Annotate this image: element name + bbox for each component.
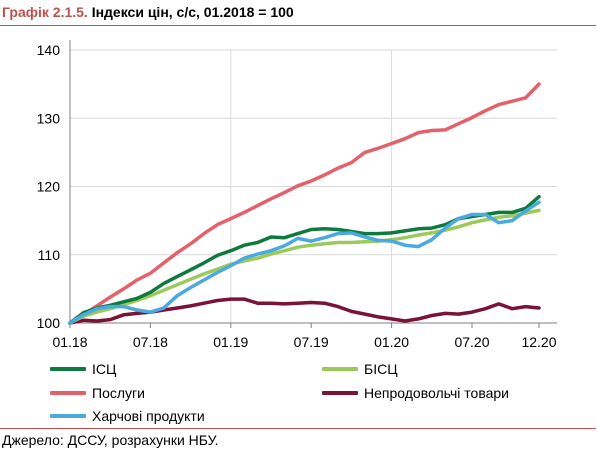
bottom-rule (0, 428, 596, 429)
series-line (68, 200, 541, 325)
legend-label: Харчові продукти (92, 408, 205, 424)
x-tick-label: 07.19 (294, 334, 329, 350)
legend-label: Послуги (92, 385, 145, 401)
legend-item: ІСЦ (50, 360, 116, 378)
legend-label: Непродовольчі товари (364, 385, 509, 401)
legend-item: БІСЦ (322, 360, 398, 378)
x-tick-label: 12.20 (521, 334, 556, 350)
legend-swatch (50, 391, 86, 395)
y-tick-label: 140 (37, 42, 61, 58)
x-tick-label: 01.19 (213, 334, 248, 350)
y-tick-label: 130 (37, 110, 61, 126)
y-tick-label: 110 (38, 247, 61, 263)
x-tick-label: 07.20 (454, 334, 489, 350)
chart-title-rest: Індекси цін, с/с, 01.2018 = 100 (87, 4, 294, 20)
legend-swatch (50, 414, 86, 418)
y-tick-label: 120 (37, 179, 61, 195)
legend-swatch (50, 367, 86, 371)
series-line (68, 208, 541, 325)
chart-title-lead: Графік 2.1.5. (2, 4, 88, 20)
x-tick-label: 01.18 (52, 334, 87, 350)
source-note: Джерело: ДССУ, розрахунки НБУ. (2, 432, 219, 448)
series-line (68, 82, 541, 325)
x-tick-label: 07.18 (133, 334, 168, 350)
y-tick-label: 100 (37, 315, 61, 331)
legend-item: Послуги (50, 384, 145, 402)
legend-label: ІСЦ (92, 361, 117, 377)
legend-item: Харчові продукти (50, 407, 205, 425)
legend-item: Непродовольчі товари (322, 384, 509, 402)
legend-swatch (322, 391, 358, 395)
x-tick-label: 01.20 (374, 334, 409, 350)
legend-label: БІСЦ (364, 361, 398, 377)
top-rule (0, 25, 596, 26)
legend-swatch (322, 367, 358, 371)
chart-title: Графік 2.1.5. Індекси цін, с/с, 01.2018 … (2, 4, 294, 20)
